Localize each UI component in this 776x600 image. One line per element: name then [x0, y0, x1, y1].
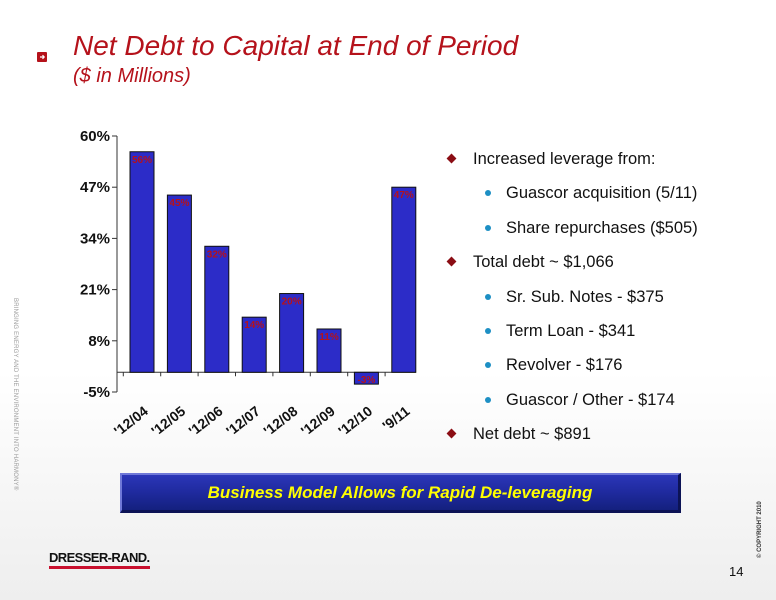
dot-bullet-icon — [485, 190, 491, 197]
x-tick-label: '12/07 — [223, 403, 263, 439]
bullet-item: Increased leverage from: — [443, 142, 773, 176]
banner: Business Model Allows for Rapid De-lever… — [120, 473, 681, 513]
x-tick-label: '12/09 — [298, 403, 338, 439]
slide-subtitle: ($ in Millions) — [73, 65, 191, 87]
logo-text: DRESSER-RAND. — [49, 550, 150, 565]
dot-bullet-icon — [485, 293, 491, 300]
x-tick-label: '12/05 — [148, 403, 188, 439]
bullet-text: Guascor / Other - $174 — [506, 390, 675, 409]
sub-bullet-item: Revolver - $176 — [443, 348, 773, 382]
diamond-bullet-icon — [446, 428, 457, 439]
bullet-text: Term Loan - $341 — [506, 321, 636, 340]
y-tick-label: 21% — [80, 282, 110, 299]
page-number: 14 — [729, 564, 744, 579]
x-tick-label: '12/08 — [260, 403, 300, 439]
banner-text: Business Model Allows for Rapid De-lever… — [207, 482, 593, 502]
bar-chart: 60% 47% 34% 21% 8% -5% 56% '12/04 45% '12/05 32% '1… — [80, 128, 417, 439]
company-logo: DRESSER-RAND. — [49, 550, 150, 572]
y-tick-label: -5% — [83, 384, 110, 401]
bullet-text: Total debt ~ $1,066 — [473, 253, 614, 272]
data-label: -3% — [358, 375, 376, 386]
bullet-text: Guascor acquisition (5/11) — [506, 184, 698, 203]
bullet-text: Revolver - $176 — [506, 356, 623, 375]
y-tick-label: 60% — [80, 128, 110, 145]
bar — [391, 186, 417, 373]
bullet-item: Total debt ~ $1,066 — [443, 245, 773, 279]
sub-bullet-item: Share repurchases ($505) — [443, 211, 773, 245]
bar — [353, 371, 379, 385]
data-label: 45% — [169, 198, 189, 209]
x-tick-label: '12/10 — [335, 403, 375, 439]
bullet-text: Share repurchases ($505) — [506, 218, 698, 237]
bullet-text: Sr. Sub. Notes - $375 — [506, 287, 664, 306]
x-tick-label: '12/04 — [111, 403, 151, 439]
sub-bullet-item: Term Loan - $341 — [443, 314, 773, 348]
data-label: 47% — [394, 190, 414, 201]
bar — [279, 293, 305, 373]
sub-bullet-item: Guascor acquisition (5/11) — [443, 176, 773, 210]
bar — [166, 194, 192, 373]
diamond-bullet-icon — [446, 256, 457, 267]
bar — [204, 245, 230, 373]
x-tick-label: '12/06 — [186, 403, 226, 439]
data-label: 14% — [244, 320, 264, 331]
logo-rule — [49, 566, 150, 569]
bullet-text: Net debt ~ $891 — [473, 425, 591, 444]
sub-bullet-item: Guascor / Other - $174 — [443, 383, 773, 417]
data-label: 11% — [319, 332, 339, 343]
dot-bullet-icon — [485, 224, 491, 231]
bullet-list: Increased leverage from: Guascor acquisit… — [443, 142, 773, 452]
dot-bullet-icon — [485, 362, 491, 369]
data-label: 56% — [132, 155, 152, 166]
diamond-bullet-icon — [446, 153, 457, 164]
bar — [129, 151, 155, 373]
dot-bullet-icon — [485, 327, 491, 334]
arrow-icon — [37, 52, 47, 62]
y-tick-label: 47% — [80, 179, 110, 196]
copyright-text: © COPYRIGHT 2010 — [757, 501, 763, 558]
dot-bullet-icon — [485, 396, 491, 403]
y-tick-label: 34% — [80, 230, 110, 247]
bar — [241, 316, 267, 373]
x-tick-label: '9/11 — [379, 403, 413, 434]
data-label: 20% — [282, 297, 302, 308]
bar — [316, 328, 342, 373]
bullet-text: Increased leverage from: — [473, 150, 656, 168]
y-tick-label: 8% — [88, 333, 110, 350]
slide-title: Net Debt to Capital at End of Period — [73, 30, 519, 61]
sub-bullet-item: Sr. Sub. Notes - $375 — [443, 280, 773, 314]
bullet-item: Net debt ~ $891 — [443, 417, 773, 451]
data-label: 32% — [207, 249, 227, 260]
